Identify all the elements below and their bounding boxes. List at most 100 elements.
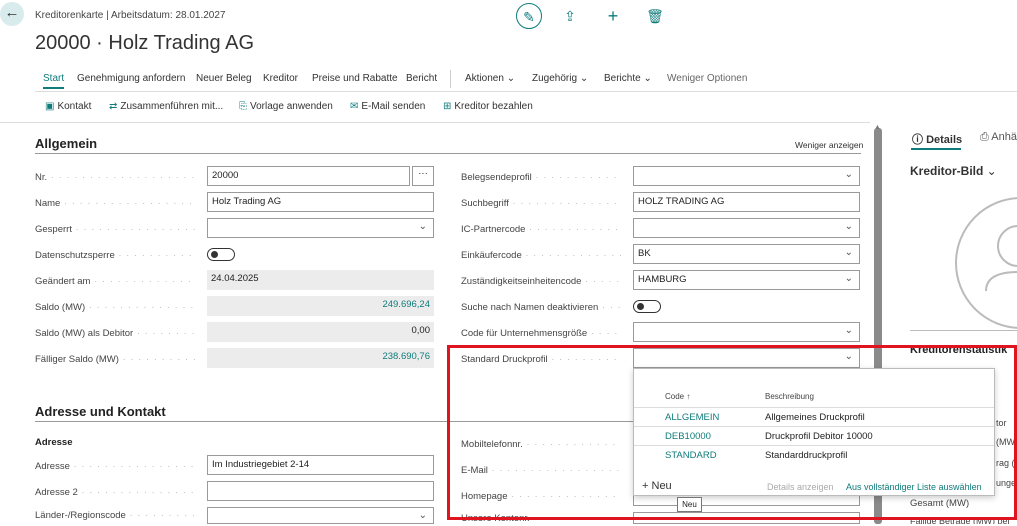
row-code[interactable]: STANDARD [665,450,717,461]
heading-label: Kreditor-Bild [910,164,984,178]
kreditor-bild-heading[interactable]: Kreditor-Bild ⌄ [910,164,997,178]
back-button[interactable]: ← [0,2,24,26]
add-icon[interactable]: + [607,6,619,26]
merge-icon: ⇄ [109,101,118,112]
datenschutz-toggle[interactable] [207,248,235,261]
tab-bericht[interactable]: Bericht [406,73,438,84]
menu-label: Zugehörig [532,73,578,84]
label-adresse2: Adresse 2 [35,487,195,498]
menu-weniger-optionen[interactable]: Weniger Optionen [667,73,748,84]
chevron-down-icon: ⌄ [844,247,853,258]
tab-preise[interactable]: Preise und Rabatte [312,73,398,84]
name-field[interactable]: Holz Trading AG [207,192,434,212]
label-druckprofil: Standard Druckprofil [461,354,621,365]
saldo-debitor-value: 0,00 [207,322,434,342]
nr-field[interactable]: 20000 [207,166,410,186]
scrollbar[interactable] [874,128,882,524]
tab-genehmigung[interactable]: Genehmigung anfordern [77,73,186,84]
select-full-list-link[interactable]: Aus vollständiger Liste auswählen [846,482,982,492]
list-item[interactable]: ALLGEMEIN Allgemeines Druckprofil [634,407,994,426]
menu-divider [450,70,451,88]
adresse-field[interactable]: Im Industriegebiet 2-14 [207,455,434,475]
zustaendigkeit-select[interactable]: HAMBURG ⌄ [633,270,860,290]
person-placeholder-icon [955,197,1017,329]
column-beschreibung[interactable]: Beschreibung [765,392,814,401]
gesperrt-select[interactable]: ⌄ [207,218,434,238]
row-code[interactable]: DEB10000 [665,431,711,442]
stat-label: unge [996,478,1017,488]
tab-anhaenge[interactable]: ⎙ Anhä [980,131,1017,144]
chevron-down-icon: ⌄ [983,164,997,178]
tab-underline [911,148,961,150]
adresse2-field[interactable] [207,481,434,501]
action-label: Zusammenführen mit... [120,101,224,112]
einkaeufercode-select[interactable]: BK ⌄ [633,244,860,264]
assist-edit-button[interactable]: ··· [412,166,434,186]
druckprofil-select[interactable]: ⌄ [633,348,860,368]
action-bezahlen[interactable]: ⊞ Kreditor bezahlen [443,101,533,112]
details-button[interactable]: Details anzeigen [767,482,834,492]
menu-label: Berichte [604,73,641,84]
template-icon: ⎘ [239,101,247,112]
tab-details[interactable]: ⓘ Details [912,131,962,147]
column-code[interactable]: Code ↑ [665,392,691,401]
druckprofil-dropdown: Code ↑ Beschreibung ALLGEMEIN Allgemeines… [633,368,995,496]
label-suchbegriff: Suchbegriff [461,198,621,209]
action-label: E-Mail senden [361,101,426,112]
section-adresse-kontakt: Adresse und Kontakt [35,404,166,419]
tab-neuer-beleg[interactable]: Neuer Beleg [196,73,252,84]
scroll-up-icon[interactable]: ▲ [874,124,881,131]
attachment-icon: ⎙ [980,131,989,143]
land-select[interactable]: ⌄ [207,507,434,524]
delete-icon[interactable]: 🗑 [646,8,664,24]
stat-label: rag ( [996,458,1015,468]
chevron-down-icon: ⌄ [844,169,853,180]
list-item[interactable]: STANDARD Standarddruckprofil [634,445,994,464]
edit-icon[interactable]: ✎ [516,3,542,29]
action-label: Kontakt [57,101,92,112]
unternehmensgroesse-select[interactable]: ⌄ [633,322,860,342]
plus-icon: + [642,480,649,492]
belegsendeprofil-select[interactable]: ⌄ [633,166,860,186]
chevron-down-icon: ⌄ [506,73,516,84]
section-divider [35,421,635,422]
label-nr: Nr. [35,172,195,183]
row-code[interactable]: ALLGEMEIN [665,412,720,423]
chevron-down-icon: ⌄ [643,73,652,84]
label-ic-partnercode: IC-Partnercode [461,224,621,235]
label-saldo-debitor: Saldo (MW) als Debitor [35,328,195,339]
menu-aktionen[interactable]: Aktionen ⌄ [465,73,515,84]
info-icon: ⓘ [912,134,923,146]
label-suche-deaktivieren: Suche nach Namen deaktivieren [461,302,621,313]
label-land: Länder-/Regionscode [35,510,195,521]
action-email[interactable]: ✉ E-Mail senden [350,101,425,112]
chevron-down-icon: ⌄ [418,510,427,521]
label-name: Name [35,198,195,209]
suche-deaktivieren-toggle[interactable] [633,300,661,313]
new-button[interactable]: + Neu [642,480,672,492]
list-item[interactable]: DEB10000 Druckprofil Debitor 10000 [634,426,994,445]
ic-partnercode-select[interactable]: ⌄ [633,218,860,238]
action-vorlage[interactable]: ⎘ Vorlage anwenden [239,101,333,112]
action-kontakt[interactable]: ▣ Kontakt [45,101,91,112]
divider [0,122,870,123]
show-less-link[interactable]: Weniger anzeigen [795,140,864,150]
label-gesperrt: Gesperrt [35,224,195,235]
highlight-rectangle [447,345,1017,520]
tooltip: Neu [677,497,702,512]
tab-kreditor[interactable]: Kreditor [263,73,299,84]
share-icon[interactable]: ⇪ [564,8,576,24]
chevron-down-icon: ⌄ [844,351,853,362]
tab-start[interactable]: Start [43,73,65,89]
action-zusammenfuehren[interactable]: ⇄ Zusammenführen mit... [109,101,223,112]
label-belegsendeprofil: Belegsendeprofil [461,172,621,183]
select-value: BK [638,248,651,259]
faelliger-saldo-value[interactable]: 238.690,76 [207,348,434,368]
menu-zugehoerig[interactable]: Zugehörig ⌄ [532,73,588,84]
menu-berichte[interactable]: Berichte ⌄ [604,73,652,84]
menu-label: Aktionen [465,73,504,84]
suchbegriff-field[interactable]: HOLZ TRADING AG [633,192,860,212]
saldo-value[interactable]: 249.696,24 [207,296,434,316]
section-allgemein: Allgemein [35,136,98,151]
tab-label: Details [926,134,963,146]
